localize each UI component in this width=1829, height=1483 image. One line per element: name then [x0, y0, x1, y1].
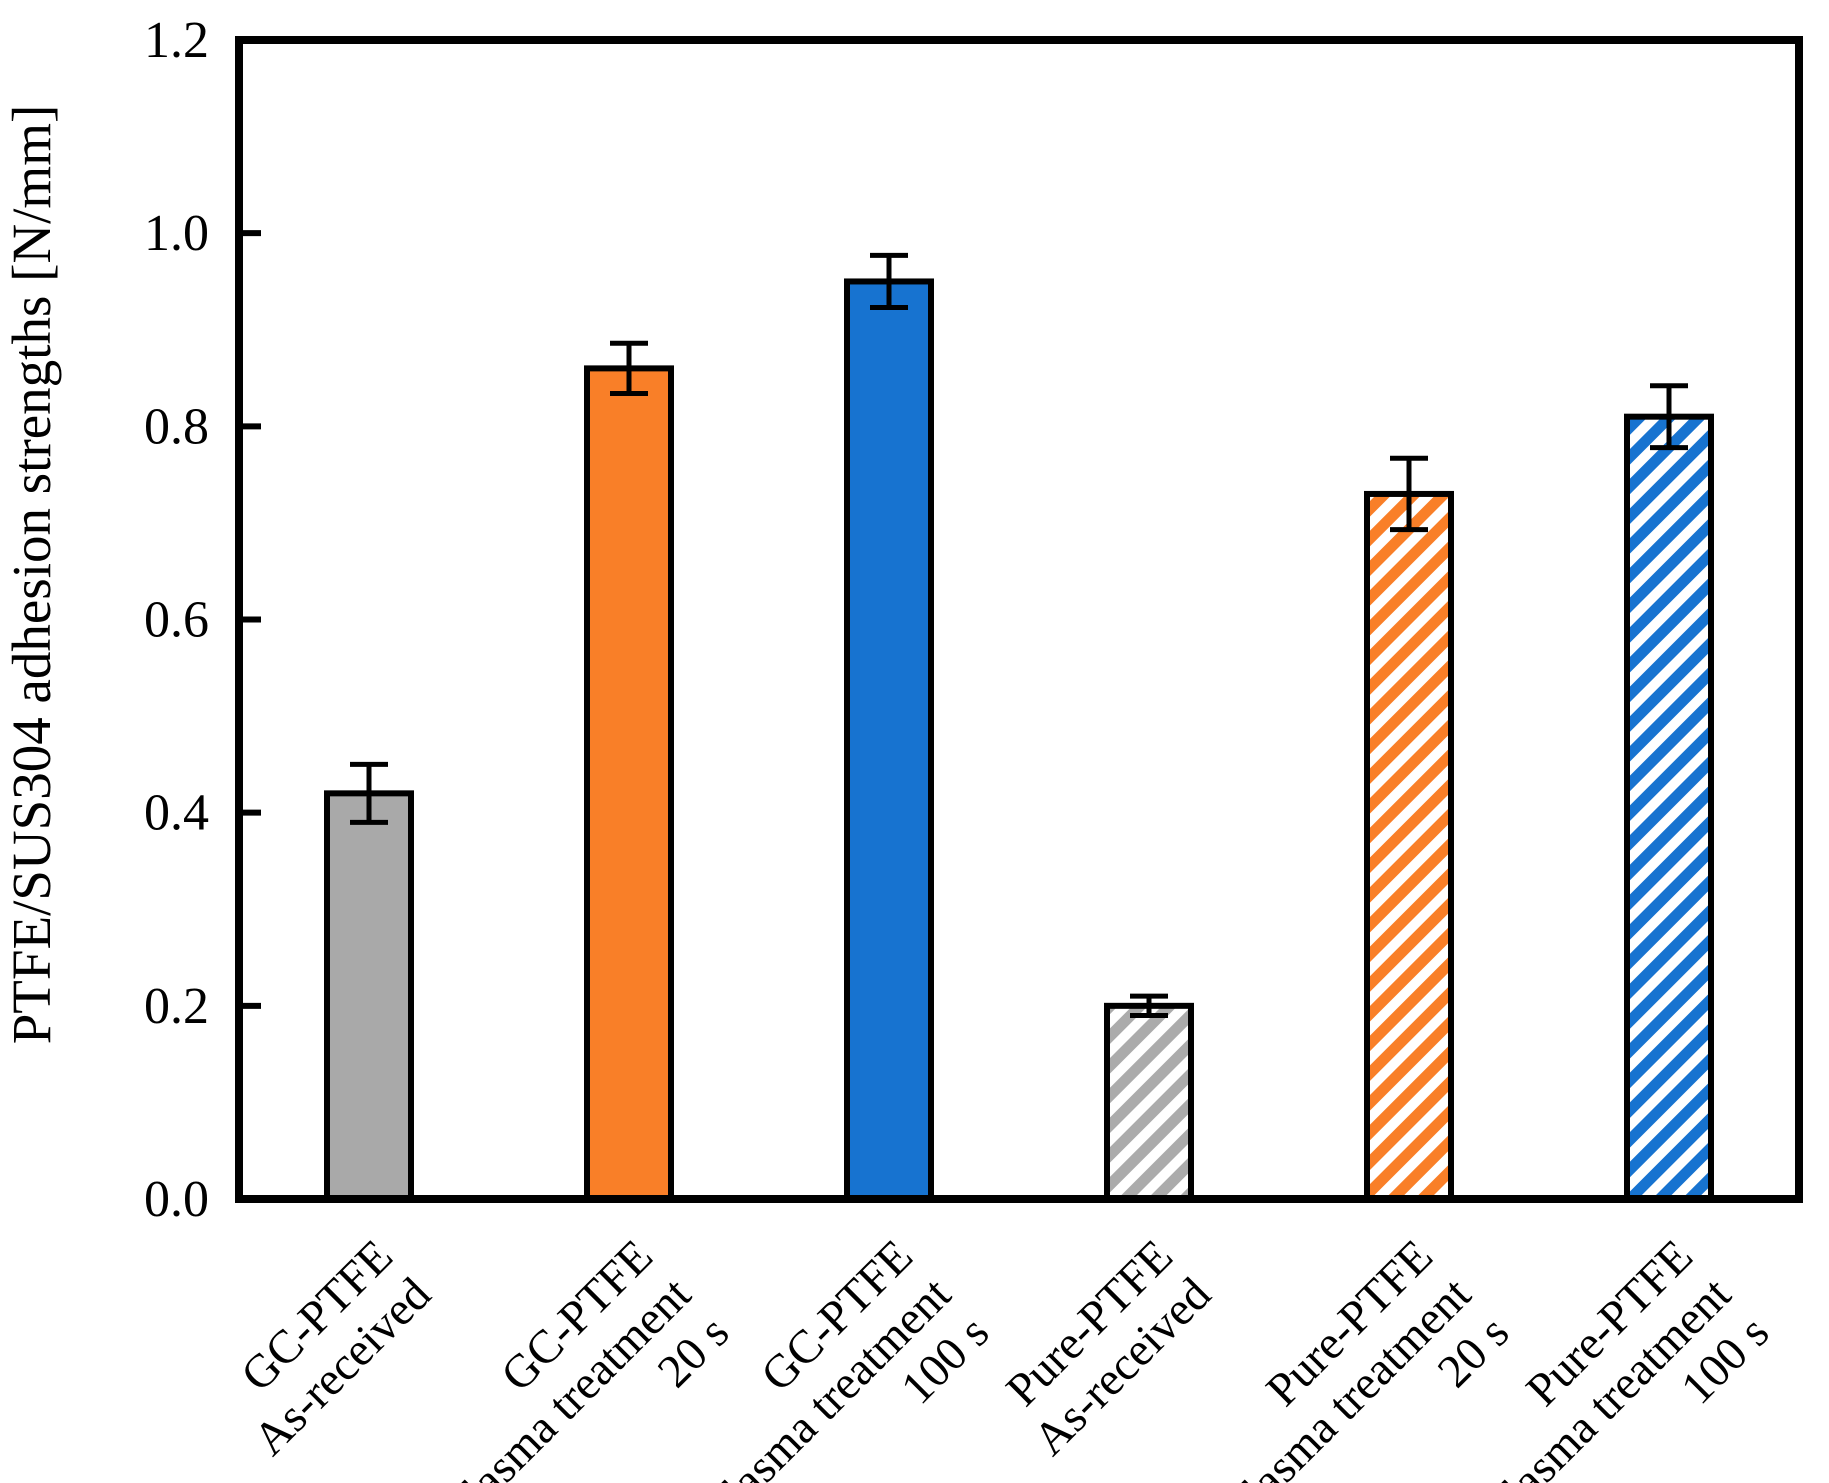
- bar-4: [1364, 490, 1454, 1203]
- x-tick-label-3: Pure-PTFEAs-received: [985, 1230, 1220, 1465]
- x-tick-label-1: GC-PTFEPlasma treatment20 s: [396, 1230, 739, 1483]
- y-tick-label-6: 1.2: [144, 12, 209, 69]
- y-tick-label-0: 0.0: [144, 1171, 209, 1228]
- y-tick-label-4: 0.8: [144, 398, 209, 455]
- y-axis-title: PTFE/SUS304 adhesion strengths [N/mm]: [1, 105, 62, 1045]
- plot-area: 0.0 0.2 0.4 0.6 0.8 1.0 1.2 PTFE/SUS304 adhesio…: [1, 12, 1803, 1483]
- bar-1: [584, 365, 674, 1202]
- bar-0: [324, 790, 414, 1202]
- y-tick-label-3: 0.6: [144, 592, 209, 649]
- plot-frame: [235, 36, 1803, 1203]
- x-tick-label-4: Pure-PTFEPlasma treatment20 s: [1176, 1230, 1519, 1483]
- y-tick-label-2: 0.4: [144, 785, 209, 842]
- x-tick-label-0: GC-PTFEAs-received: [205, 1230, 440, 1465]
- y-tick-label-5: 1.0: [144, 205, 209, 262]
- bar-5: [1624, 413, 1714, 1202]
- y-tick-label-1: 0.2: [144, 978, 209, 1035]
- bar-3: [1104, 1002, 1194, 1202]
- bar-2: [844, 278, 934, 1203]
